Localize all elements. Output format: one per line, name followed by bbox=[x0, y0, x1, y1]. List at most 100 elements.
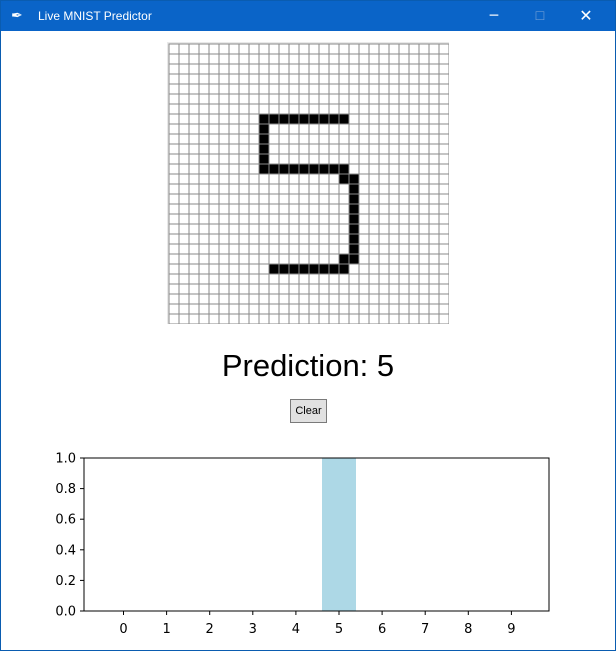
grid-cell[interactable] bbox=[418, 103, 430, 115]
grid-cell[interactable] bbox=[188, 163, 200, 175]
grid-cell[interactable] bbox=[388, 303, 400, 315]
grid-cell[interactable] bbox=[168, 273, 180, 285]
grid-cell[interactable] bbox=[388, 233, 400, 245]
grid-cell[interactable] bbox=[388, 73, 400, 85]
grid-cell[interactable] bbox=[298, 213, 310, 225]
grid-cell-filled[interactable] bbox=[338, 173, 350, 185]
grid-cell[interactable] bbox=[228, 303, 240, 315]
grid-cell[interactable] bbox=[178, 73, 190, 85]
grid-cell[interactable] bbox=[218, 213, 230, 225]
grid-cell[interactable] bbox=[298, 283, 310, 295]
grid-cell[interactable] bbox=[418, 73, 430, 85]
grid-cell[interactable] bbox=[418, 163, 430, 175]
grid-cell[interactable] bbox=[208, 163, 220, 175]
grid-cell[interactable] bbox=[428, 53, 440, 65]
grid-cell[interactable] bbox=[328, 203, 340, 215]
grid-cell[interactable] bbox=[388, 293, 400, 305]
grid-cell[interactable] bbox=[368, 113, 380, 125]
grid-cell[interactable] bbox=[398, 283, 410, 295]
grid-cell[interactable] bbox=[288, 213, 300, 225]
grid-cell[interactable] bbox=[378, 103, 390, 115]
grid-cell[interactable] bbox=[428, 93, 440, 105]
grid-cell[interactable] bbox=[298, 203, 310, 215]
grid-cell[interactable] bbox=[198, 223, 210, 235]
grid-cell[interactable] bbox=[268, 183, 280, 195]
grid-cell[interactable] bbox=[358, 263, 370, 275]
grid-cell[interactable] bbox=[408, 53, 420, 65]
grid-cell[interactable] bbox=[408, 103, 420, 115]
grid-cell[interactable] bbox=[388, 63, 400, 75]
grid-cell[interactable] bbox=[178, 53, 190, 65]
grid-cell[interactable] bbox=[298, 303, 310, 315]
grid-cell[interactable] bbox=[378, 283, 390, 295]
grid-cell[interactable] bbox=[268, 273, 280, 285]
grid-cell[interactable] bbox=[378, 233, 390, 245]
grid-cell[interactable] bbox=[418, 133, 430, 145]
grid-cell[interactable] bbox=[408, 193, 420, 205]
grid-cell[interactable] bbox=[368, 83, 380, 95]
grid-cell[interactable] bbox=[378, 243, 390, 255]
grid-cell[interactable] bbox=[418, 283, 430, 295]
grid-cell[interactable] bbox=[298, 253, 310, 265]
grid-cell[interactable] bbox=[408, 273, 420, 285]
grid-cell[interactable] bbox=[318, 233, 330, 245]
grid-cell[interactable] bbox=[278, 283, 290, 295]
grid-cell[interactable] bbox=[208, 43, 220, 55]
grid-cell[interactable] bbox=[438, 303, 449, 315]
grid-cell[interactable] bbox=[268, 63, 280, 75]
grid-cell[interactable] bbox=[338, 53, 350, 65]
grid-cell[interactable] bbox=[398, 313, 410, 324]
grid-cell[interactable] bbox=[388, 83, 400, 95]
drawing-canvas[interactable] bbox=[167, 42, 449, 324]
grid-cell[interactable] bbox=[428, 303, 440, 315]
grid-cell[interactable] bbox=[388, 113, 400, 125]
grid-cell[interactable] bbox=[438, 173, 449, 185]
grid-cell[interactable] bbox=[268, 213, 280, 225]
grid-cell[interactable] bbox=[408, 163, 420, 175]
grid-cell[interactable] bbox=[308, 43, 320, 55]
grid-cell[interactable] bbox=[178, 173, 190, 185]
grid-cell[interactable] bbox=[228, 313, 240, 324]
grid-cell[interactable] bbox=[408, 253, 420, 265]
grid-cell-filled[interactable] bbox=[348, 223, 360, 235]
grid-cell[interactable] bbox=[208, 203, 220, 215]
grid-cell[interactable] bbox=[258, 293, 270, 305]
grid-cell[interactable] bbox=[218, 313, 230, 324]
grid-cell[interactable] bbox=[288, 63, 300, 75]
grid-cell[interactable] bbox=[168, 73, 180, 85]
grid-cell[interactable] bbox=[208, 293, 220, 305]
grid-cell[interactable] bbox=[368, 303, 380, 315]
grid-cell[interactable] bbox=[408, 93, 420, 105]
grid-cell[interactable] bbox=[378, 143, 390, 155]
grid-cell[interactable] bbox=[218, 253, 230, 265]
grid-cell[interactable] bbox=[228, 233, 240, 245]
grid-cell[interactable] bbox=[168, 123, 180, 135]
grid-cell[interactable] bbox=[188, 303, 200, 315]
grid-cell[interactable] bbox=[268, 53, 280, 65]
grid-cell[interactable] bbox=[428, 103, 440, 115]
grid-cell[interactable] bbox=[418, 313, 430, 324]
grid-cell[interactable] bbox=[188, 43, 200, 55]
grid-cell[interactable] bbox=[328, 73, 340, 85]
grid-cell[interactable] bbox=[178, 103, 190, 115]
grid-cell-filled[interactable] bbox=[278, 163, 290, 175]
grid-cell[interactable] bbox=[238, 213, 250, 225]
clear-button[interactable]: Clear bbox=[290, 399, 327, 423]
grid-cell-filled[interactable] bbox=[338, 113, 350, 125]
grid-cell[interactable] bbox=[258, 63, 270, 75]
grid-cell[interactable] bbox=[368, 133, 380, 145]
grid-cell[interactable] bbox=[428, 273, 440, 285]
grid-cell[interactable] bbox=[338, 93, 350, 105]
grid-cell[interactable] bbox=[348, 83, 360, 95]
grid-cell[interactable] bbox=[298, 243, 310, 255]
grid-cell[interactable] bbox=[288, 73, 300, 85]
grid-cell[interactable] bbox=[258, 213, 270, 225]
grid-cell[interactable] bbox=[408, 223, 420, 235]
grid-cell[interactable] bbox=[388, 53, 400, 65]
grid-cell[interactable] bbox=[188, 113, 200, 125]
grid-cell[interactable] bbox=[238, 123, 250, 135]
grid-cell[interactable] bbox=[428, 293, 440, 305]
grid-cell[interactable] bbox=[208, 313, 220, 324]
grid-cell[interactable] bbox=[268, 153, 280, 165]
grid-cell[interactable] bbox=[168, 293, 180, 305]
